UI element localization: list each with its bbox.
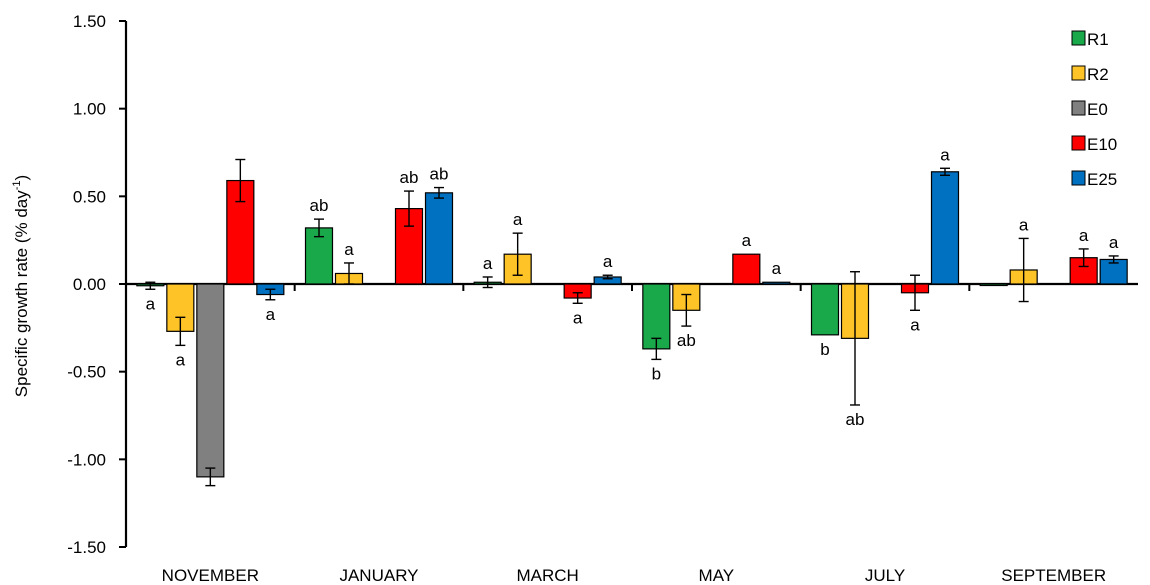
- x-category-label: JANUARY: [339, 566, 418, 585]
- significance-letter: a: [772, 259, 782, 278]
- y-tick-label: 0.50: [73, 187, 106, 206]
- legend-label-e10: E10: [1087, 135, 1117, 154]
- bar-r1-july: [810, 283, 840, 336]
- bars: [136, 171, 1128, 478]
- x-category-label: SEPTEMBER: [1001, 566, 1106, 585]
- bar-e10-may: [732, 253, 761, 285]
- axes: -1.50 -1.00 -0.50 0.00 0.50 1.00 1.50 NOVEMBER J…: [67, 12, 1138, 585]
- legend-label-e0: E0: [1087, 100, 1108, 119]
- significance-letter: ab: [677, 331, 696, 350]
- legend-swatch-e0: [1071, 100, 1086, 116]
- bar-r1-september: [979, 283, 1008, 287]
- legend-label-r1: R1: [1087, 30, 1109, 49]
- bar-e25-may: [762, 281, 791, 285]
- legend-swatch-r1: [1071, 30, 1086, 46]
- error-bars: [145, 158, 1119, 487]
- y-axis-label-close: ): [12, 175, 31, 181]
- significance-letter: a: [146, 294, 156, 313]
- significance-letter: ab: [846, 410, 865, 429]
- legend-swatch-e25: [1071, 170, 1086, 186]
- y-axis-label-text: Specific growth rate (% day: [12, 190, 31, 397]
- y-tick-label: -1.50: [67, 538, 106, 557]
- significance-letter: a: [573, 308, 583, 327]
- significance-letter: a: [344, 240, 354, 259]
- significance-letter: b: [820, 340, 829, 359]
- legend-swatch-r2: [1071, 65, 1086, 81]
- significance-letter: a: [266, 305, 276, 324]
- bar-e25-january: [424, 192, 454, 285]
- y-axis-label-superscript: -1: [11, 180, 23, 190]
- significance-letter: a: [483, 254, 493, 273]
- bar-e10-september: [1069, 257, 1098, 285]
- significance-letter: a: [1019, 215, 1029, 234]
- significance-letter: a: [1079, 226, 1089, 245]
- significance-letter: ab: [310, 196, 329, 215]
- y-tick-label: 0.00: [73, 275, 106, 294]
- legend-label-e25: E25: [1087, 170, 1117, 189]
- significance-letter: a: [176, 350, 186, 369]
- y-tick-label: -1.00: [67, 450, 106, 469]
- y-tick-label: -0.50: [67, 363, 106, 382]
- significance-letter: a: [742, 231, 752, 250]
- legend-swatch-e10: [1071, 135, 1086, 151]
- y-axis-label: Specific growth rate (% day-1): [11, 175, 31, 397]
- x-category-label: NOVEMBER: [162, 566, 259, 585]
- significance-letter: a: [603, 252, 613, 271]
- bar-e25-july: [930, 171, 960, 285]
- x-category-label: MAY: [699, 566, 735, 585]
- significance-letter: ab: [400, 168, 419, 187]
- x-category-label: MARCH: [516, 566, 578, 585]
- significance-letter: a: [1109, 233, 1119, 252]
- legend: R1 R2 E0 E10 E25: [1071, 30, 1117, 189]
- significance-letter: b: [652, 364, 661, 383]
- significance-letter: a: [940, 145, 950, 164]
- significance-letter: a: [910, 315, 920, 334]
- y-tick-label: 1.00: [73, 100, 106, 119]
- svg-text:Specific growth rate (% day-1): Specific growth rate (% day-1): [11, 175, 31, 397]
- x-category-label: JULY: [865, 566, 905, 585]
- legend-label-r2: R2: [1087, 65, 1109, 84]
- significance-letter: a: [513, 210, 523, 229]
- significance-letter: ab: [430, 165, 449, 184]
- y-tick-label: 1.50: [73, 12, 106, 31]
- bar-e0-november: [196, 283, 225, 478]
